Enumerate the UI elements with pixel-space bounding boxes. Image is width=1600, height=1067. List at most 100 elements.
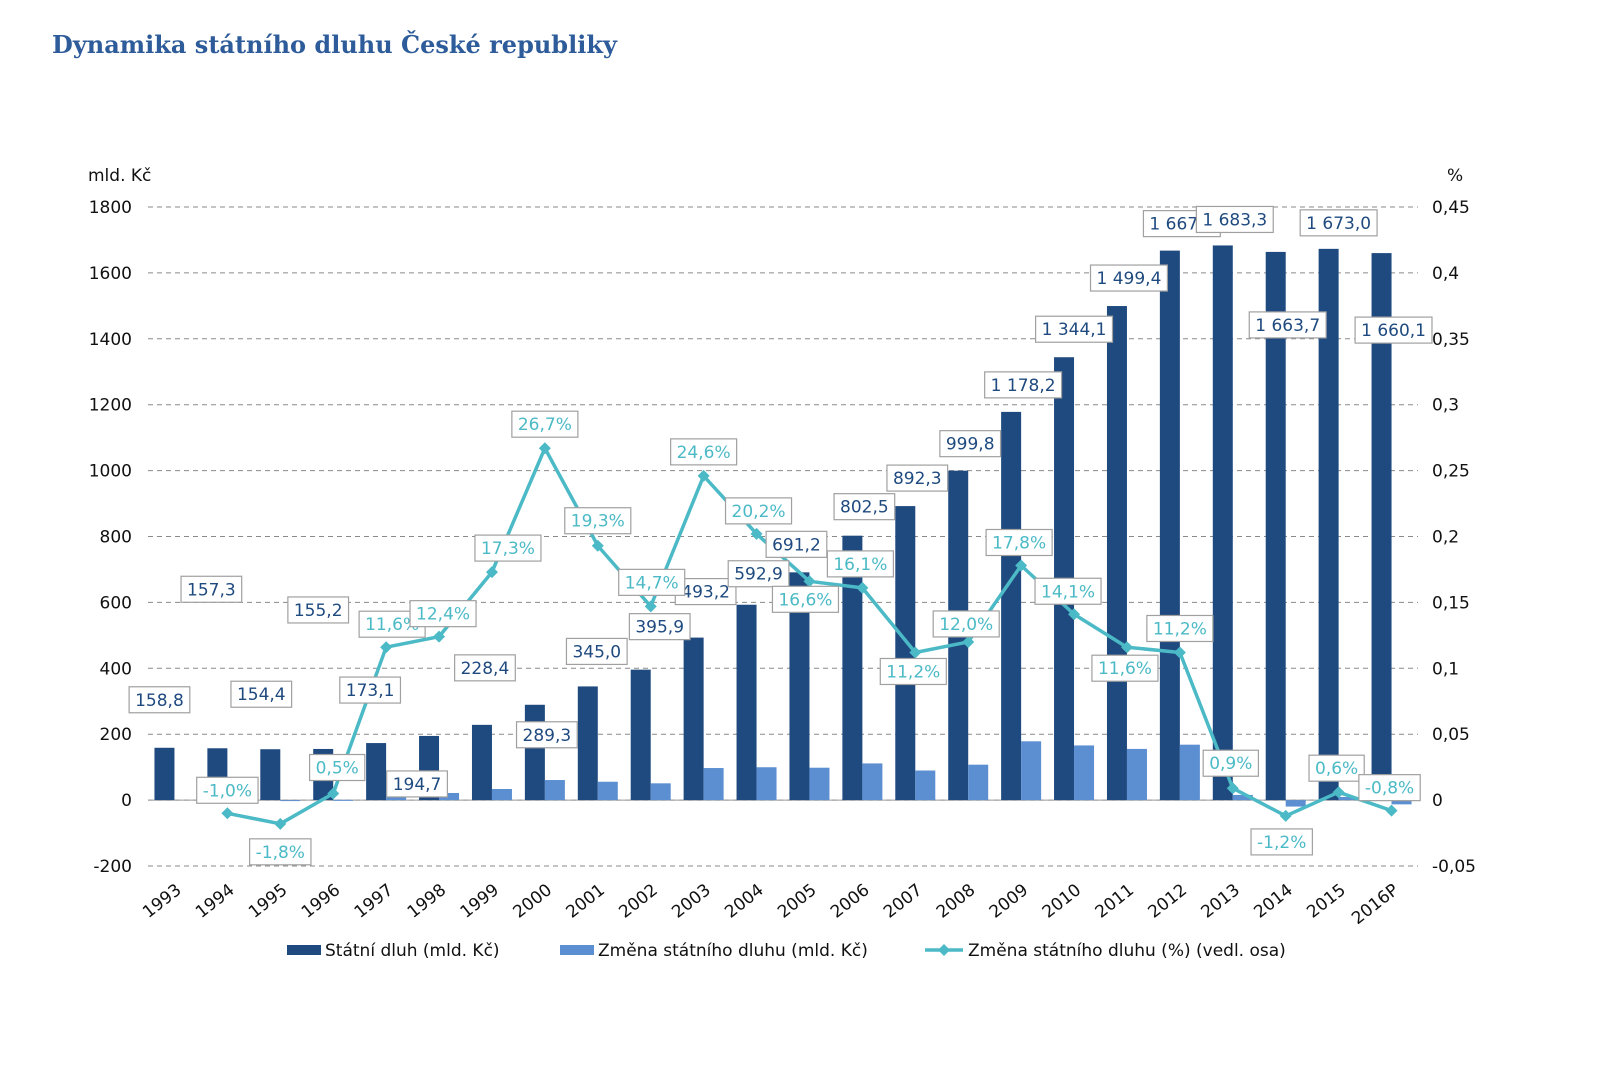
line-marker bbox=[1015, 559, 1028, 572]
label-debt-box bbox=[128, 686, 191, 714]
label-pct-group: 14,7% bbox=[618, 568, 686, 596]
line-marker bbox=[1173, 646, 1186, 659]
label-debt-box bbox=[727, 560, 790, 588]
label-debt-box bbox=[984, 371, 1063, 399]
bar-debt bbox=[630, 669, 651, 801]
x-tick-label: 2006 bbox=[827, 880, 873, 922]
label-debt-group: 493,2 bbox=[674, 577, 737, 606]
label-pct-box bbox=[511, 410, 579, 438]
y-left-tick-label: 1800 bbox=[89, 198, 132, 218]
label-pct: 17,3% bbox=[481, 539, 535, 559]
bar-debt bbox=[154, 747, 175, 801]
label-pct: -1,0% bbox=[203, 781, 252, 801]
label-pct-box bbox=[249, 838, 312, 866]
y-left-tick-label: 1400 bbox=[89, 330, 132, 350]
label-pct-box bbox=[670, 438, 738, 466]
label-debt: 228,4 bbox=[461, 659, 510, 679]
label-debt: 1 344,1 bbox=[1042, 320, 1107, 340]
label-debt-box bbox=[230, 680, 293, 708]
label-debt: 493,2 bbox=[681, 583, 730, 603]
label-pct-group: 11,2% bbox=[1146, 614, 1214, 643]
label-pct-group: -1,0% bbox=[196, 776, 259, 804]
label-pct-group: 16,6% bbox=[771, 585, 840, 613]
x-tick-label: 1997 bbox=[351, 880, 397, 922]
label-pct-box bbox=[1202, 749, 1259, 777]
bar-change bbox=[862, 763, 883, 801]
legend: Státní dluh (mld. Kč) Změna státního dluh… bbox=[287, 941, 1286, 961]
bar-change bbox=[1074, 745, 1095, 801]
bar-debt bbox=[1106, 306, 1127, 801]
label-debt-group: 802,5 bbox=[833, 493, 896, 521]
label-pct-box bbox=[985, 528, 1053, 557]
bar-change bbox=[1232, 794, 1253, 801]
label-pct-group: 11,2% bbox=[879, 657, 947, 686]
label-debt-group: 892,3 bbox=[886, 464, 949, 492]
label-debt: 194,7 bbox=[393, 775, 442, 795]
bar-change bbox=[1285, 800, 1306, 807]
label-pct-box bbox=[409, 600, 477, 628]
label-debt: 1 673,0 bbox=[1306, 214, 1371, 234]
bar-change bbox=[968, 764, 989, 801]
legend-change-text: Změna státního dluhu (mld. Kč) bbox=[598, 941, 868, 961]
line-marker bbox=[644, 600, 657, 613]
bar-change bbox=[1338, 797, 1359, 801]
bar-change bbox=[809, 767, 830, 801]
bar-debt bbox=[1159, 250, 1180, 801]
label-debt: 802,5 bbox=[840, 498, 889, 518]
line-marker bbox=[1385, 804, 1398, 817]
label-pct: 0,9% bbox=[1209, 754, 1252, 774]
x-tick-label: 1995 bbox=[245, 880, 291, 922]
label-debt-group: 1 663,7 bbox=[1248, 311, 1327, 339]
label-pct-group: 0,9% bbox=[1202, 749, 1259, 777]
label-pct: -1,2% bbox=[1257, 833, 1306, 853]
label-debt-group: 1 344,1 bbox=[1034, 315, 1114, 343]
label-debt-box bbox=[1034, 315, 1114, 343]
bar-debt bbox=[842, 535, 863, 801]
label-debt-group: 1 660,1 bbox=[1354, 316, 1433, 344]
label-pct-group: 11,6% bbox=[1091, 654, 1159, 682]
line-marker bbox=[750, 527, 763, 540]
bar-change bbox=[650, 783, 671, 801]
bar-change bbox=[915, 770, 936, 801]
label-debt-box bbox=[339, 676, 402, 704]
y-left-tick-label: 800 bbox=[100, 528, 132, 548]
label-pct-group: 17,8% bbox=[985, 528, 1053, 557]
label-debt: 155,2 bbox=[294, 601, 343, 621]
y-right-tick-label: 0,45 bbox=[1432, 198, 1470, 218]
x-tick-label: 2008 bbox=[933, 880, 979, 922]
bar-change bbox=[280, 800, 301, 802]
label-pct-group: 17,3% bbox=[474, 534, 542, 562]
label-debt-box bbox=[386, 770, 448, 798]
label-pct: 24,6% bbox=[677, 443, 731, 463]
label-pct-group: 14,1% bbox=[1034, 577, 1102, 605]
y-left-tick-label: 200 bbox=[100, 725, 132, 745]
legend-debt: Státní dluh (mld. Kč) bbox=[287, 941, 500, 961]
legend-change-swatch bbox=[560, 945, 594, 955]
label-debt-group: 173,1 bbox=[339, 676, 402, 704]
chart-title: Dynamika státního dluhu České republiky bbox=[52, 30, 617, 59]
y-left-tick-label: 1000 bbox=[89, 462, 132, 482]
label-debt: 892,3 bbox=[893, 469, 942, 489]
label-debt: 691,2 bbox=[772, 535, 821, 555]
label-debt-group: 289,3 bbox=[515, 721, 578, 749]
label-pct-group: -1,8% bbox=[249, 838, 312, 866]
label-debt-box bbox=[765, 530, 828, 558]
label-debt: 1 683,3 bbox=[1202, 210, 1267, 230]
label-pct: 12,4% bbox=[416, 605, 470, 625]
line-marker bbox=[1332, 786, 1345, 799]
y-right-tick-label: 0,4 bbox=[1432, 264, 1459, 284]
legend-debt-text: Státní dluh (mld. Kč) bbox=[325, 941, 500, 961]
label-pct: 11,6% bbox=[1098, 659, 1152, 679]
label-pct-box bbox=[771, 585, 840, 613]
label-pct-box bbox=[1358, 774, 1421, 802]
x-tick-label: 1996 bbox=[298, 880, 344, 922]
label-debt-group: 154,4 bbox=[230, 680, 293, 708]
x-tick-label: 2009 bbox=[986, 880, 1032, 922]
x-tick-label: 1994 bbox=[192, 880, 238, 922]
label-pct-box bbox=[1146, 614, 1214, 643]
label-pct: 19,3% bbox=[571, 512, 625, 532]
label-pct-group: 0,6% bbox=[1308, 754, 1365, 782]
label-pct: -0,8% bbox=[1365, 779, 1414, 799]
bar-change bbox=[1179, 744, 1200, 801]
bar-change bbox=[333, 799, 354, 801]
